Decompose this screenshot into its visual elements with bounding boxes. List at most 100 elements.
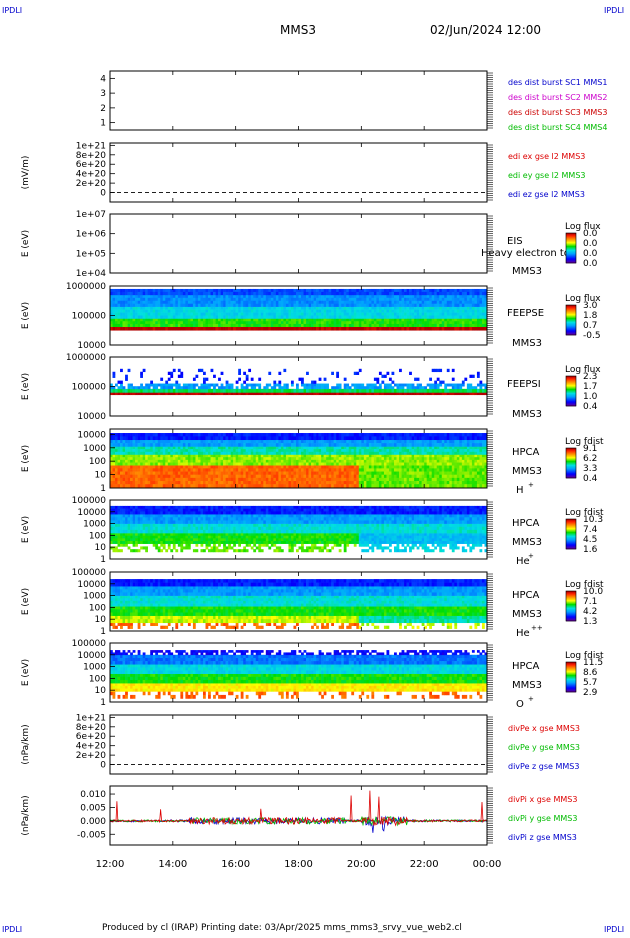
heatmap-cell-feepse	[354, 295, 357, 298]
heatmap-cell-hpca_h	[221, 478, 224, 481]
heatmap-cell-hpca_h	[160, 449, 163, 452]
heatmap-cell-hpca_h	[153, 446, 156, 449]
heatmap-cell-hpca_h	[190, 449, 193, 452]
heatmap-cell-feepsi	[118, 392, 121, 395]
heatmap-cell-feepsi	[148, 384, 151, 387]
heatmap-cell-feepse	[143, 295, 146, 298]
heatmap-cell-feepse	[397, 307, 400, 310]
heatmap-cell-feepse	[125, 304, 128, 307]
heatmap-cell-feepse	[467, 321, 470, 324]
heatmap-cell-feepse	[228, 313, 231, 316]
heatmap-cell-feepsi	[183, 386, 186, 389]
heatmap-cell-feepse	[394, 307, 397, 310]
heatmap-cell-hpca_h	[414, 478, 417, 481]
heatmap-cell-feepse	[231, 321, 234, 324]
heatmap-cell-hpca_h	[291, 465, 294, 468]
heatmap-cell-feepse	[356, 316, 359, 319]
heatmap-cell-feepsi	[371, 386, 374, 389]
heatmap-cell-feepse	[324, 321, 327, 324]
heatmap-cell-feepse	[457, 327, 460, 331]
heatmap-cell-feepse	[123, 310, 126, 313]
heatmap-cell-hpca_h	[412, 457, 415, 460]
heatmap-cell-hpca_h	[374, 484, 377, 487]
heatmap-cell-hpca_h	[190, 457, 193, 460]
heatmap-cell-hpca_h	[256, 457, 259, 460]
heatmap-cell-feepse	[299, 304, 302, 307]
heatmap-cell-feepse	[429, 318, 432, 321]
heatmap-cell-hpca_h	[439, 475, 442, 478]
heatmap-cell-hpca_h	[153, 465, 156, 468]
heatmap-cell-hpca_h	[469, 481, 472, 484]
heatmap-cell-feepse	[246, 307, 249, 310]
heatmap-cell-feepse	[404, 292, 407, 295]
heatmap-cell-hpca_h	[354, 481, 357, 484]
heatmap-cell-feepsi	[183, 389, 186, 393]
heatmap-cell-feepse	[356, 289, 359, 292]
heatmap-cell-feepsi	[369, 389, 372, 393]
heatmap-cell-feepse	[168, 321, 171, 324]
heatmap-cell-hpca_h	[178, 463, 181, 466]
heatmap-cell-hpca_h	[138, 454, 141, 457]
heatmap-cell-feepse	[261, 321, 264, 324]
y-axis-label: (mV/m)	[21, 156, 31, 190]
heatmap-cell-hpca_h	[135, 457, 138, 460]
heatmap-cell-feepse	[200, 310, 203, 313]
heatmap-cell-hpca_h	[190, 452, 193, 455]
heatmap-cell-feepse	[188, 318, 191, 321]
heatmap-cell-hpca_h	[218, 454, 221, 457]
heatmap-cell-feepse	[439, 295, 442, 298]
heatmap-cell-feepsi	[314, 386, 317, 389]
heatmap-cell-feepse	[351, 310, 354, 313]
heatmap-cell-feepse	[469, 321, 472, 324]
heatmap-cell-feepsi	[193, 384, 196, 387]
heatmap-cell-hpca_h	[371, 475, 374, 478]
heatmap-cell-hpca_h	[135, 465, 138, 468]
heatmap-cell-hpca_h	[427, 463, 430, 466]
heatmap-cell-feepse	[311, 310, 314, 313]
heatmap-cell-hpca_h	[246, 475, 249, 478]
heatmap-cell-feepse	[286, 318, 289, 321]
heatmap-cell-hpca_h	[263, 463, 266, 466]
heatmap-cell-feepse	[316, 295, 319, 298]
heatmap-cell-hpca_h	[286, 452, 289, 455]
heatmap-cell-hpca_h	[311, 478, 314, 481]
heatmap-cell-feepse	[158, 327, 161, 331]
heatmap-cell-feepse	[306, 292, 309, 295]
heatmap-cell-hpca_h	[155, 446, 158, 449]
heatmap-cell-hpca_h	[454, 478, 457, 481]
heatmap-cell-hpca_h	[158, 484, 161, 487]
heatmap-cell-feepse	[369, 295, 372, 298]
heatmap-cell-hpca_h	[321, 465, 324, 468]
heatmap-cell-feepse	[402, 313, 405, 316]
heatmap-cell-feepse	[266, 327, 269, 331]
heatmap-cell-feepsi	[288, 389, 291, 393]
heatmap-cell-feepse	[419, 316, 422, 319]
y-axis-label: E (eV)	[21, 230, 31, 257]
heatmap-cell-hpca_h	[283, 449, 286, 452]
heatmap-cell-feepse	[213, 295, 216, 298]
heatmap-cell-feepse	[464, 321, 467, 324]
heatmap-cell-feepsi	[464, 389, 467, 393]
heatmap-cell-feepse	[464, 304, 467, 307]
heatmap-cell-hpca_h	[409, 457, 412, 460]
heatmap-cell-hpca_h	[366, 463, 369, 466]
heatmap-cell-hpca_h	[120, 446, 123, 449]
heatmap-cell-feepsi	[407, 386, 410, 389]
heatmap-cell-hpca_h	[311, 472, 314, 475]
heatmap-cell-feepse	[238, 313, 241, 316]
heatmap-cell-feepsi	[326, 386, 329, 389]
heatmap-cell-feepse	[374, 327, 377, 331]
heatmap-cell-feepse	[412, 307, 415, 310]
heatmap-cell-feepse	[175, 327, 178, 331]
heatmap-cell-feepse	[429, 313, 432, 316]
heatmap-cell-feepse	[339, 295, 342, 298]
heatmap-cell-feepsi	[296, 389, 299, 393]
heatmap-cell-feepse	[283, 313, 286, 316]
heatmap-cell-feepsi	[467, 386, 470, 389]
heatmap-cell-hpca_h	[299, 457, 302, 460]
heatmap-cell-feepse	[135, 313, 138, 316]
heatmap-cell-hpca_h	[165, 452, 168, 455]
heatmap-cell-feepse	[424, 321, 427, 324]
heatmap-cell-feepse	[135, 304, 138, 307]
heatmap-cell-feepse	[170, 316, 173, 319]
